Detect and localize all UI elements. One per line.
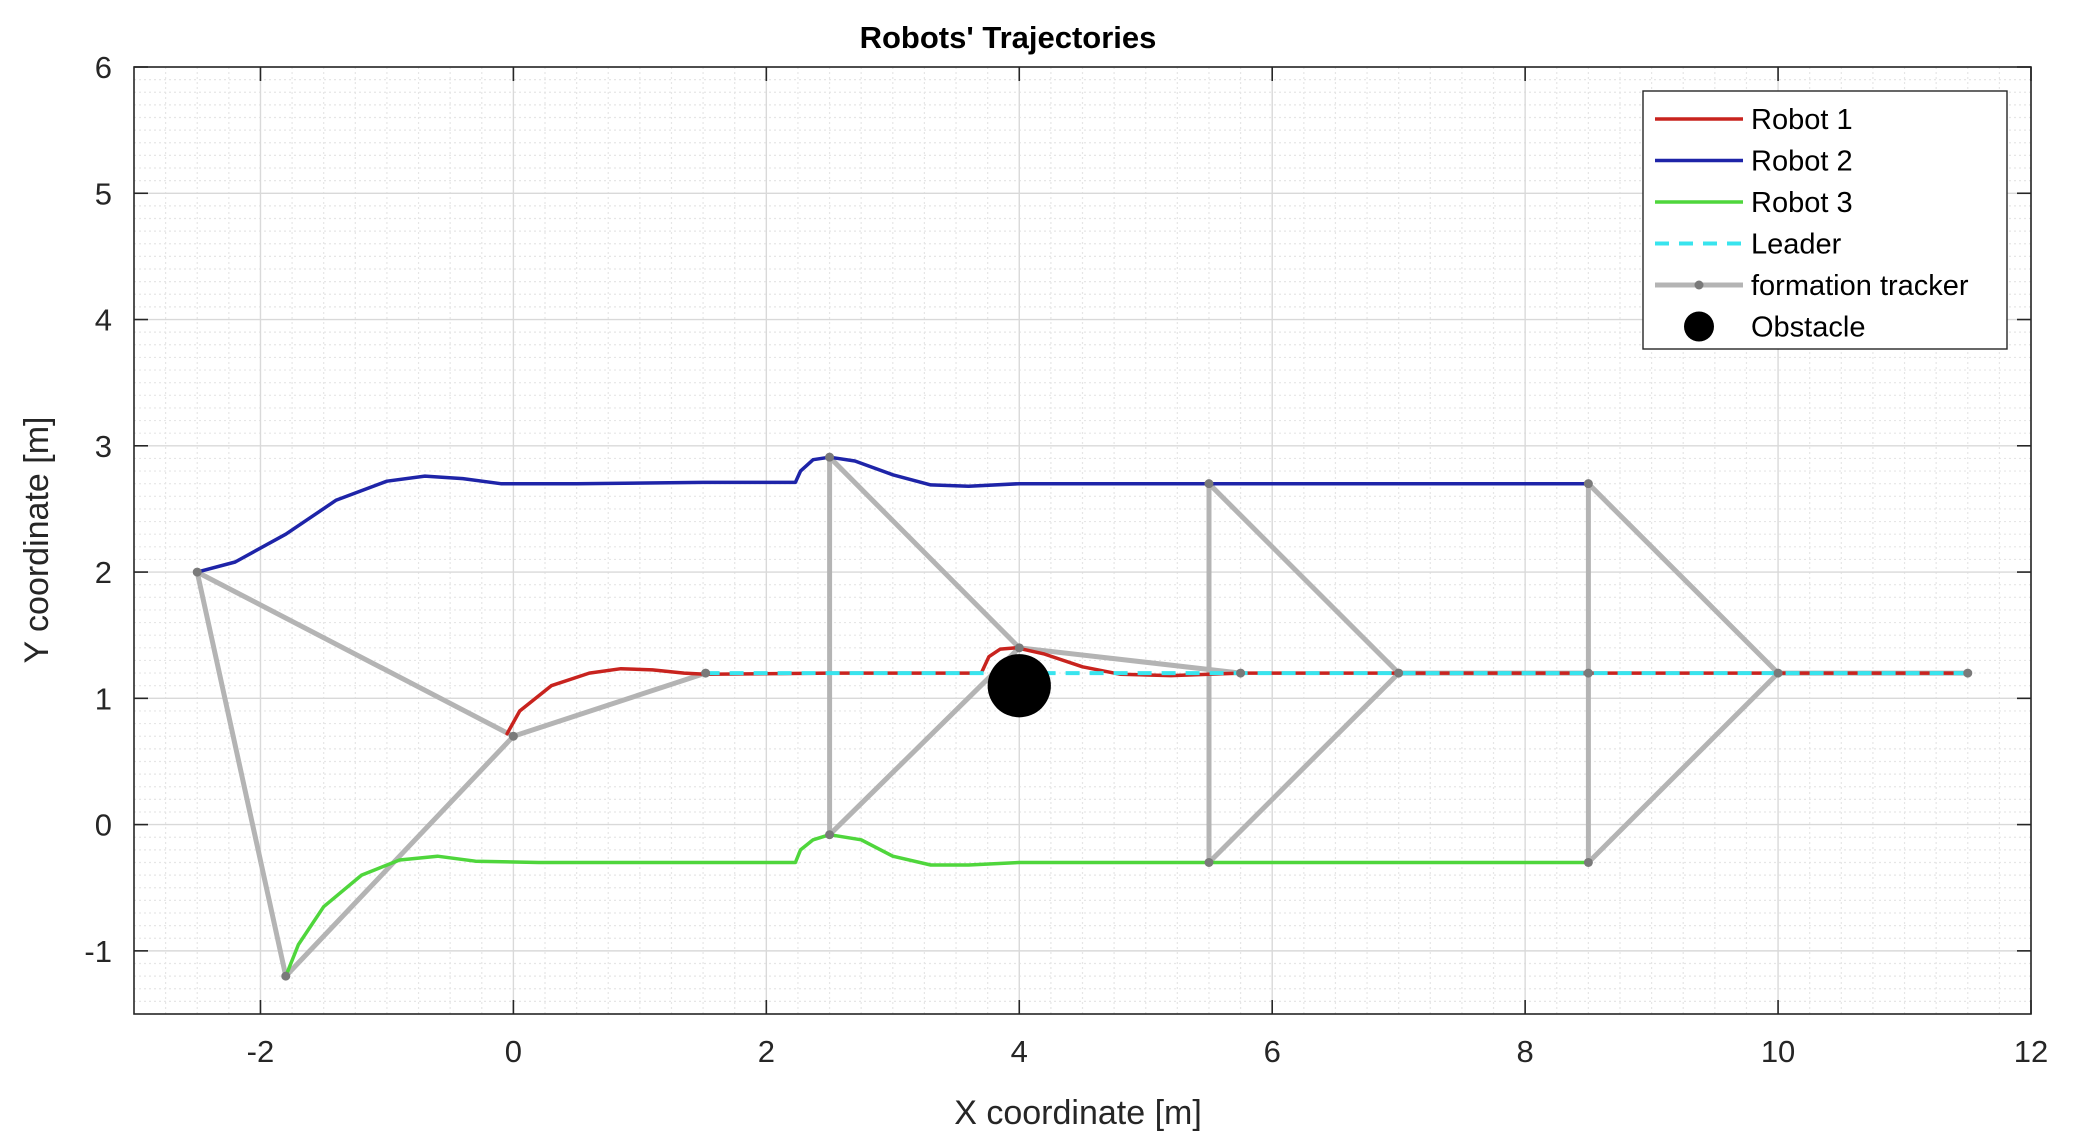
y-tick-label: -1: [84, 934, 112, 969]
formation-tracker-segment: [1016, 645, 1244, 676]
y-tick-label: 4: [95, 303, 112, 338]
legend-label-robot-2: Robot 2: [1751, 146, 1853, 178]
y-tick-label: 2: [95, 555, 112, 590]
legend: Robot 1 Robot 2 Robot 3 Leader formation tra…: [1642, 90, 2008, 350]
formation-tracker-marker: [1773, 668, 1783, 678]
formation-tracker-marker: [1963, 668, 1973, 678]
formation-tracker-segment: [194, 569, 516, 739]
y-axis-label: Y coordinate [m]: [18, 417, 56, 664]
x-tick-label: 2: [758, 1034, 775, 1069]
formation-tracker-marker: [825, 452, 835, 462]
plot-layer: [192, 452, 1973, 981]
formation-tracker-segment: [194, 569, 289, 979]
axes-box: [133, 66, 2032, 1015]
formation-tracker-marker: [1583, 668, 1593, 678]
formation-tracker-marker: [1583, 857, 1593, 867]
legend-swatch-marker-formation-tracker: [1694, 280, 1704, 290]
x-tick-label: -2: [247, 1034, 275, 1069]
legend-swatch-obstacle: [1684, 311, 1714, 342]
obstacle-marker: [987, 654, 1051, 718]
x-axis-label: X coordinate [m]: [954, 1094, 1202, 1132]
chart-title: Robots' Trajectories: [860, 20, 1157, 55]
x-tick-label: 10: [1761, 1034, 1795, 1069]
series-line-robot-2: [195, 455, 1591, 574]
legend-label-formation-tracker: formation tracker: [1751, 270, 1969, 302]
y-tick-label: 0: [95, 808, 112, 843]
formation-tracker-marker: [1014, 643, 1024, 653]
legend-label-obstacle: Obstacle: [1751, 312, 1865, 344]
formation-tracker-segment: [510, 670, 709, 739]
series-line-robot-3: [284, 832, 1591, 978]
formation-tracker-segment: [1585, 481, 1781, 676]
legend-label-leader: Leader: [1751, 229, 1842, 261]
x-tick-label: 8: [1517, 1034, 1534, 1069]
y-tick-label: 1: [95, 681, 112, 716]
formation-tracker-marker: [1583, 479, 1593, 489]
formation-tracker-marker: [192, 567, 202, 577]
x-tick-label: 6: [1264, 1034, 1281, 1069]
formation-tracker-segment: [1206, 481, 1402, 676]
formation-tracker-segment: [827, 454, 1022, 651]
formation-tracker-marker: [1204, 857, 1214, 867]
y-tick-label: 3: [95, 429, 112, 464]
x-tick-label: 4: [1011, 1034, 1028, 1069]
formation-tracker-segment: [1206, 670, 1402, 865]
formation-tracker-segment: [827, 645, 1022, 838]
y-tick-label: 5: [95, 176, 112, 211]
formation-tracker-segment: [1585, 670, 1781, 865]
legend-label-robot-1: Robot 1: [1751, 104, 1853, 136]
legend-box: [1642, 90, 2008, 350]
formation-tracker-segment: [283, 733, 516, 979]
formation-tracker-marker: [701, 668, 711, 678]
formation-tracker-marker: [1394, 668, 1404, 678]
x-tick-label: 0: [505, 1034, 522, 1069]
formation-tracker-marker: [281, 971, 291, 981]
formation-tracker-marker: [508, 731, 518, 741]
formation-tracker-marker: [1236, 668, 1246, 678]
formation-tracker-marker: [825, 830, 835, 840]
legend-label-robot-3: Robot 3: [1751, 187, 1853, 219]
y-tick-label: 6: [95, 50, 112, 85]
formation-tracker-marker: [1204, 479, 1214, 489]
x-tick-label: 12: [2014, 1034, 2048, 1069]
